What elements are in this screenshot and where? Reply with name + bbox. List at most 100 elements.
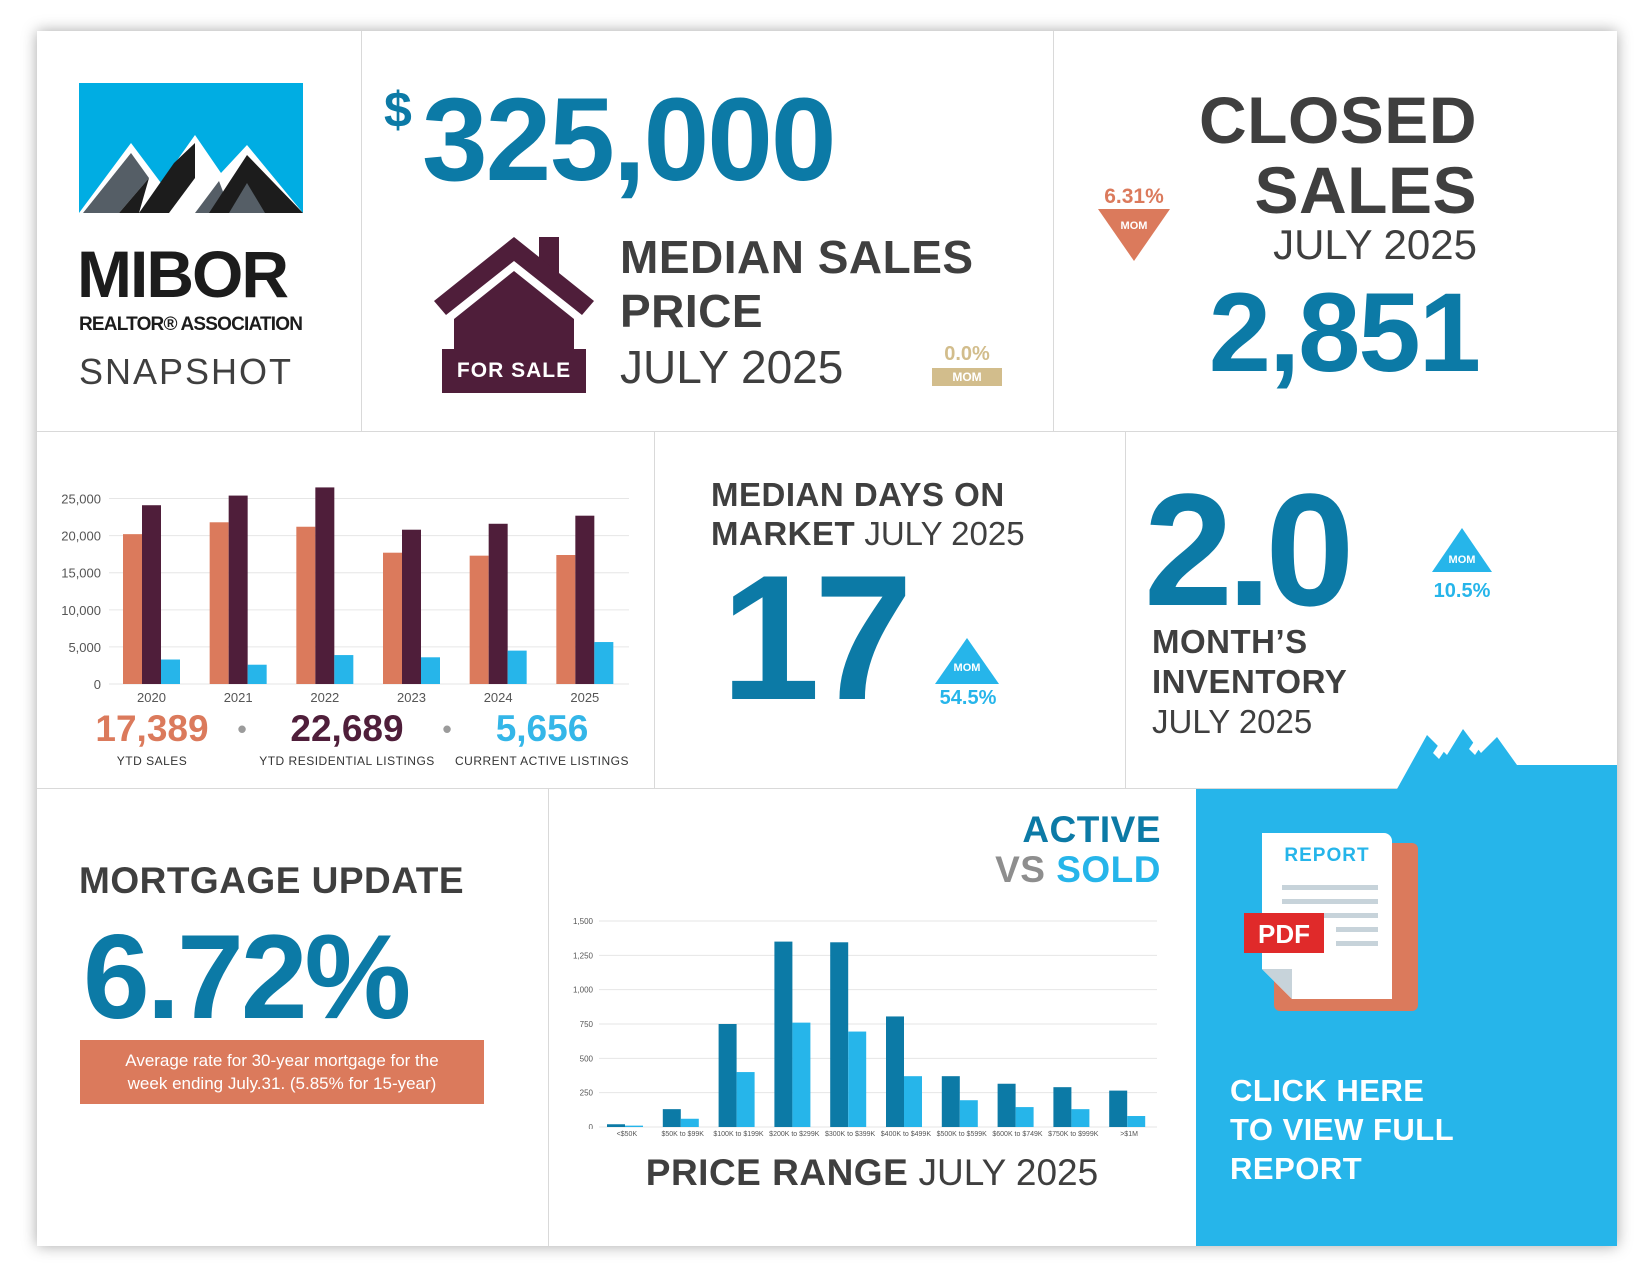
bar (1127, 1116, 1146, 1127)
cta-line1: CLICK HERE (1230, 1073, 1425, 1108)
snapshot-card: MIBOR REALTOR® ASSOCIATION SNAPSHOT $ 32… (37, 31, 1617, 1246)
x-tick-label: 2020 (137, 690, 166, 705)
down-arrow-icon (1098, 209, 1170, 261)
legend-separator: • (442, 714, 452, 744)
sold-text: SOLD (1056, 849, 1161, 890)
divider (37, 431, 1617, 432)
report-doc-label: REPORT (1284, 845, 1370, 866)
y-tick-label: 15,000 (61, 566, 101, 581)
bar (736, 1072, 755, 1127)
divider (1053, 31, 1054, 431)
bar (421, 657, 440, 684)
mortgage-panel: MORTGAGE UPDATE 6.72% Average rate for 3… (37, 789, 548, 1246)
bar (296, 526, 316, 684)
x-tick-label: 2021 (224, 690, 253, 705)
vs-sold-title: VS SOLD (549, 849, 1161, 891)
bar (904, 1076, 922, 1127)
pdf-label: PDF (1258, 919, 1310, 949)
bar (575, 515, 595, 684)
ytd-listings-value: 22,689 (290, 708, 404, 749)
mortgage-note-box: Average rate for 30-year mortgage for th… (80, 1040, 484, 1104)
bar (830, 942, 849, 1127)
x-tick-label: $600K to $749K (992, 1131, 1043, 1138)
mortgage-title: MORTGAGE UPDATE (79, 860, 465, 901)
bar (594, 642, 614, 684)
active-listings-label: CURRENT ACTIVE LISTINGS (455, 754, 629, 768)
divider (361, 31, 362, 431)
median-price-panel: $ 325,000 FOR SALE MEDIAN SALES PRICE JU… (362, 31, 1053, 431)
median-price-period: JULY 2025 (620, 341, 844, 393)
x-tick-label: $100K to $199K (713, 1131, 764, 1138)
decorative-peaks-icon (1397, 729, 1617, 789)
legend-separator: • (237, 714, 247, 744)
bar (792, 1022, 811, 1127)
ytd-bar-chart: 0 5,000 10,000 15,000 20,000 25,000 2020 2021 20… (61, 487, 629, 705)
bar (1053, 1087, 1072, 1127)
for-sale-label: FOR SALE (456, 359, 572, 382)
divider (37, 788, 1617, 789)
divider (654, 431, 655, 788)
logo-panel: MIBOR REALTOR® ASSOCIATION SNAPSHOT (37, 31, 361, 431)
bar (402, 529, 421, 684)
price-range-panel: ACTIVE VS SOLD 0 250 500 750 1,000 1,250 1,500… (549, 789, 1195, 1246)
inventory-value: 2.0 (1144, 460, 1354, 639)
dollar-sign: $ (384, 82, 412, 138)
inventory-change-badge: MOM (1448, 554, 1476, 566)
x-tick-label: $400K to $499K (880, 1131, 931, 1138)
inventory-label-line2: INVENTORY (1152, 663, 1348, 700)
bar (848, 1031, 867, 1127)
y-tick-label: 1,250 (573, 951, 594, 960)
median-price-label-line2: PRICE (620, 285, 764, 337)
inventory-label-line1: MONTH’S (1152, 623, 1308, 660)
up-arrow-icon (935, 638, 999, 684)
x-tick-label: $200K to $299K (769, 1131, 820, 1138)
bar (383, 552, 402, 684)
bar (662, 1109, 681, 1127)
inventory-change: 10.5% (1433, 580, 1491, 602)
x-tick-label: 2022 (310, 690, 339, 705)
brand-name: MIBOR (77, 237, 289, 311)
x-tick-label: >$1M (1120, 1131, 1138, 1138)
y-tick-label: 250 (580, 1089, 594, 1098)
closed-sales-change: 6.31% (1104, 185, 1164, 208)
divider (548, 788, 549, 1246)
y-tick-label: 5,000 (68, 640, 101, 655)
x-tick-label: 2024 (484, 690, 513, 705)
bar (625, 1125, 643, 1127)
pdf-report-icon (1244, 833, 1418, 1011)
median-price-label-line1: MEDIAN SALES (620, 231, 974, 283)
bar (997, 1083, 1016, 1127)
x-tick-label: 2025 (570, 690, 599, 705)
closed-sales-panel: CLOSED SALES JULY 2025 2,851 6.31% MOM (1054, 31, 1617, 431)
price-range-period: JULY 2025 (918, 1152, 1099, 1193)
bar (209, 522, 229, 684)
dom-label-line2: MARKET JULY 2025 (711, 515, 1025, 553)
y-tick-label: 25,000 (61, 492, 101, 507)
y-tick-label: 750 (580, 1020, 594, 1029)
dom-period: JULY 2025 (864, 515, 1025, 552)
price-range-footer-bold: PRICE RANGE (645, 1152, 909, 1193)
closed-sales-period: JULY 2025 (1273, 221, 1477, 268)
y-tick-label: 1,500 (573, 917, 594, 926)
dom-value: 17 (721, 538, 913, 737)
x-tick-label: 2023 (397, 690, 426, 705)
dom-change: 54.5% (939, 687, 997, 709)
closed-sales-label-line1: CLOSED (1198, 83, 1477, 157)
bar (1109, 1090, 1128, 1127)
closed-sales-value: 2,851 (1208, 270, 1481, 395)
bar (886, 1016, 904, 1127)
median-price-change: 0.0% (944, 343, 990, 365)
y-tick-label: 0 (94, 677, 101, 692)
view-full-report-button[interactable]: REPORT PDF CLICK HERE TO VIEW FULL REPOR… (1196, 789, 1617, 1246)
bar (334, 655, 354, 684)
dom-change-badge: MOM (953, 662, 981, 674)
bar (959, 1100, 978, 1127)
x-tick-label: <$50K (616, 1131, 638, 1138)
x-tick-label: $500K to $599K (936, 1131, 987, 1138)
mortgage-note-line2: week ending July.31. (5.85% for 15-year) (127, 1074, 437, 1093)
inventory-period: JULY 2025 (1152, 703, 1313, 740)
bar (469, 555, 489, 684)
bar (941, 1076, 960, 1127)
bar (1071, 1109, 1090, 1127)
closed-sales-change-badge: MOM (1120, 220, 1148, 232)
